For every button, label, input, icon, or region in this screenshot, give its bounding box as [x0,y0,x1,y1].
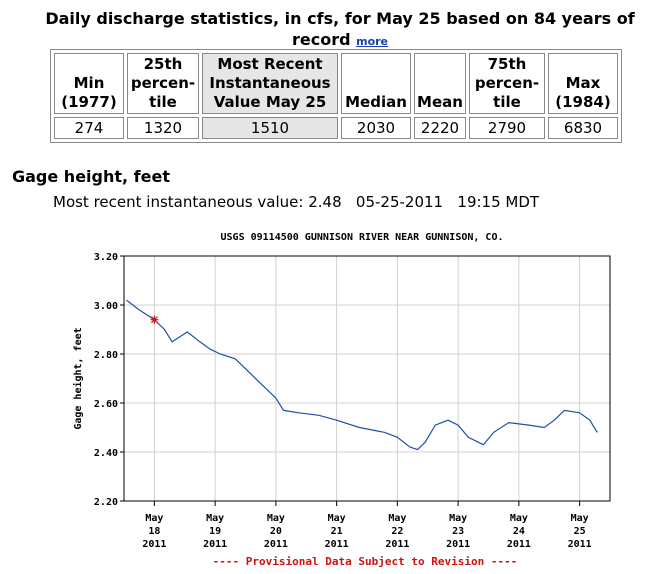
header-line: Min [73,74,105,92]
gage-line [126,299,598,451]
more-link[interactable]: more [356,35,389,48]
stat-cell: 2790 [469,117,545,139]
x-tick-label: May 19 2011 [203,513,227,550]
header-line: (1984) [555,93,611,111]
header-line: Value May 25 [213,93,327,111]
y-tick-label: 3.20 [94,252,118,263]
column-header: Median [341,53,411,114]
header-line: Max [565,74,601,92]
header-line: Median [345,93,407,111]
stat-cell: 6830 [548,117,618,139]
stats-heading: Daily discharge statistics, in cfs, for … [40,8,640,52]
header-line: 25th [143,55,183,73]
x-tick-line: 25 [574,526,586,537]
x-tick-line: 19 [209,526,221,537]
header-line: Instantaneous [209,74,331,92]
stat-cell: 2030 [341,117,411,139]
x-tick-label: May 25 2011 [568,513,592,550]
stat-cell: 274 [54,117,124,139]
column-header: Max (1984) [548,53,618,114]
column-header: Min (1977) [54,53,124,114]
x-tick-label: May 21 2011 [325,513,349,550]
header-line: tile [149,93,177,111]
x-tick-label: May 23 2011 [446,513,470,550]
x-tick-line: 2011 [264,539,288,550]
highlight-marker [150,315,159,324]
x-tick-line: May [388,513,406,524]
x-tick-line: 22 [391,526,403,537]
column-header: 25th percen-tile [127,53,199,114]
plot-frame [123,255,611,502]
x-tick-line: 2011 [507,539,531,550]
column-header: 75th percen-tile [469,53,545,114]
header-line: (1977) [61,93,117,111]
stat-cell: 1510 [202,117,338,139]
x-tick-line: 2011 [385,539,409,550]
x-tick-label: May 22 2011 [385,513,409,550]
x-tick-line: 23 [452,526,464,537]
x-tick-label: May 24 2011 [507,513,531,550]
x-tick-line: 24 [513,526,525,537]
header-line: Most Recent [217,55,323,73]
x-tick-line: May [510,513,528,524]
x-tick-label: May 20 2011 [264,513,288,550]
gage-recent: Most recent instantaneous value: 2.48 05… [53,193,540,211]
header-line: 75th [487,55,527,73]
header-line: tile [493,93,521,111]
column-header: Most Recent Instantaneous Value May 25 [202,53,338,114]
chart: USGS 09114500 GUNNISON RIVER NEAR GUNNIS… [72,232,611,568]
x-tick-line: May [328,513,346,524]
x-tick-line: 2011 [142,539,166,550]
x-tick-line: 2011 [325,539,349,550]
x-tick-line: 2011 [203,539,227,550]
stat-cell: 2220 [414,117,466,139]
y-axis-label: Gage height, feet [72,327,84,429]
x-tick-line: May [449,513,467,524]
x-tick-line: May [267,513,285,524]
y-tick-label: 2.40 [94,448,118,459]
heading-text: Daily discharge statistics, in cfs, for … [45,9,635,49]
header-line: percen- [130,74,196,92]
x-tick-label: May 18 2011 [142,513,166,550]
y-tick-label: 2.80 [94,350,118,361]
y-tick-label: 2.60 [94,399,118,410]
chart-title: USGS 09114500 GUNNISON RIVER NEAR GUNNIS… [221,232,504,243]
x-tick-line: 21 [331,526,343,537]
x-tick-line: 18 [148,526,160,537]
x-tick-line: 2011 [446,539,470,550]
footnote: ---- Provisional Data Subject to Revisio… [213,555,518,568]
header-line: Mean [417,93,463,111]
stats-table: Min (1977) 25th percen-tile Most Recent Insta… [50,49,622,143]
stat-cell: 1320 [127,117,199,139]
column-header: Mean [414,53,466,114]
y-tick-label: 3.00 [94,301,118,312]
y-tick-label: 2.20 [94,497,118,508]
x-tick-line: 20 [270,526,282,537]
header-line: percen- [474,74,540,92]
x-tick-line: May [206,513,224,524]
gage-title: Gage height, feet [12,167,170,186]
x-tick-line: May [145,513,163,524]
x-tick-line: 2011 [568,539,592,550]
x-tick-line: May [571,513,589,524]
